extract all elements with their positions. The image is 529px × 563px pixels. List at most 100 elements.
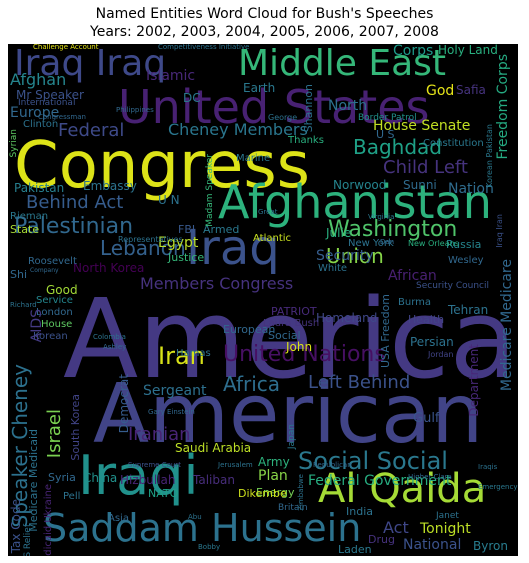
word-earth: Earth [243, 81, 276, 95]
word-plan: Plan [258, 468, 288, 484]
word-john: John [286, 340, 313, 354]
word-security-council: Security Council [416, 281, 489, 291]
word-shannon: Shannon [302, 84, 315, 133]
word-armed: Armed [203, 223, 240, 236]
word-federal-government: Federal Government [308, 473, 452, 489]
word-ashley: Ashley [103, 343, 127, 351]
word-russia: Russia [446, 238, 482, 251]
word-al-qaida: Al Qaida [318, 466, 487, 512]
word-lebanon: Lebanon [100, 236, 186, 260]
word-aids-relief: AIDS Relief [23, 524, 33, 556]
word-national: National [403, 537, 462, 553]
word-hizbullah: Hizbullah [120, 473, 176, 487]
word-congressman: Congressman [38, 113, 86, 121]
word-taliban: Taliban [193, 473, 235, 487]
word-baghdad: Baghdad [353, 135, 442, 159]
word-corps: Corps [393, 44, 434, 59]
word-israel: Israel [44, 409, 65, 459]
word-nation: Nation [448, 181, 494, 197]
word-tax-code: Tax Code [9, 499, 23, 554]
word-afghanistan: Afghanistan [218, 175, 492, 229]
word-congress: Congress [14, 129, 310, 203]
word-challenge-account: Challenge Account [33, 44, 99, 51]
word-laden: Laden [338, 543, 372, 556]
word-philippines: Philippines [116, 106, 154, 114]
word-virginia: Virginia [368, 213, 395, 221]
word-colombia: Colombia [93, 333, 126, 341]
word-persian: Persian [410, 335, 454, 349]
word-america: America [63, 275, 517, 403]
word-norwood: Norwood [333, 178, 387, 192]
word-iraq-iran: Iraq Iran [495, 214, 504, 248]
word-richard: Richard [10, 301, 37, 309]
chart-title-line-1: Named Entities Word Cloud for Bush's Spe… [95, 6, 434, 22]
word-united-states: United States [118, 80, 430, 134]
word-gary-einstein: Gary Einstein [148, 408, 195, 416]
word-competitiveness-initiative: Competitiveness Initiative [158, 44, 250, 51]
word-supreme-court: Supreme Court [128, 461, 181, 469]
word-child-left: Child Left [383, 157, 468, 178]
word-white: White [318, 263, 348, 274]
word-aids: AIDS [29, 309, 45, 343]
word-justice: Justice [168, 251, 205, 264]
word-department: Department [467, 344, 481, 417]
chart-title-line-2: Years: 2002, 2003, 2004, 2005, 2006, 200… [90, 24, 439, 40]
word-north: North [328, 98, 368, 114]
word-iraqis: Iraqis [478, 463, 498, 471]
word-nato: NATO [148, 487, 179, 500]
word-holy-land: Holy Land [438, 44, 498, 57]
word-behind-act: Behind Act [26, 192, 124, 213]
word-pell: Pell [63, 491, 81, 502]
word-iraq-iraq: Iraq Iraq [14, 44, 167, 84]
word-american: American [93, 367, 484, 462]
word-iranian: Iranian [128, 424, 191, 445]
word-iraq: Iraq [186, 220, 280, 276]
word-new-york: New York [348, 238, 394, 249]
word-patriot: PATRIOT [271, 305, 317, 318]
word-jordan: Jordan [428, 350, 454, 359]
word-burma: Burma [398, 297, 432, 308]
word-republican: Republican [313, 461, 352, 469]
word-representatives: Representatives [118, 235, 183, 244]
word-mr-speaker: Mr Speaker [16, 88, 84, 102]
word-medicare-medicare: Medicare Medicare [499, 259, 515, 392]
word-medicaid-ukraine: Medicaid Ukraine [43, 484, 54, 556]
word-higher-clara: Higher Clara [408, 473, 452, 481]
word-u-n: U N [158, 193, 180, 207]
word-cloud: America American Congress United States … [8, 44, 518, 556]
word-usa-freedom: USA Freedom [379, 294, 392, 369]
word-korean: Korean [33, 331, 68, 342]
word-company: Company [30, 267, 59, 274]
word-japan: Japan [287, 424, 297, 450]
word-european: European [223, 323, 276, 336]
word-iran: Iran [158, 342, 205, 370]
word-europe: Europe [10, 105, 60, 121]
word-africa: Africa [223, 372, 281, 396]
word-hamas: Hamas [176, 348, 211, 359]
word-gulf: Gulf [413, 411, 440, 426]
word-new-orleans: New Orleans [408, 239, 459, 248]
word-syrian: Syrian [9, 129, 19, 158]
word-federal: Federal [58, 120, 125, 141]
word-army: Army [258, 455, 290, 469]
word-syria: Syria [48, 471, 76, 484]
word-democrat: Democrat [117, 374, 131, 434]
word-social: Social [268, 329, 301, 342]
word-korean-pakistan: Korean Pakistan [485, 124, 494, 188]
word-roosevelt: Roosevelt [28, 256, 77, 267]
word-iraqi: Iraqi [78, 444, 199, 507]
word-security: Security [316, 248, 374, 264]
word-safia: Safia [456, 83, 486, 97]
word-london: London [36, 307, 73, 318]
word-constitution: Constitution [423, 138, 484, 149]
word-wesley: Wesley [448, 255, 484, 266]
word-sergeant: Sergeant [143, 383, 207, 399]
word-house: House [41, 319, 73, 330]
word-byron: Byron [473, 539, 508, 553]
word-islamic: Islamic [146, 68, 196, 84]
word-health: Health [408, 313, 445, 326]
word-dan: Dan [380, 238, 395, 246]
word-atlantic: Atlantic [253, 233, 292, 244]
word-homeland: Homeland [316, 311, 378, 325]
word-dc: DC [183, 91, 201, 105]
